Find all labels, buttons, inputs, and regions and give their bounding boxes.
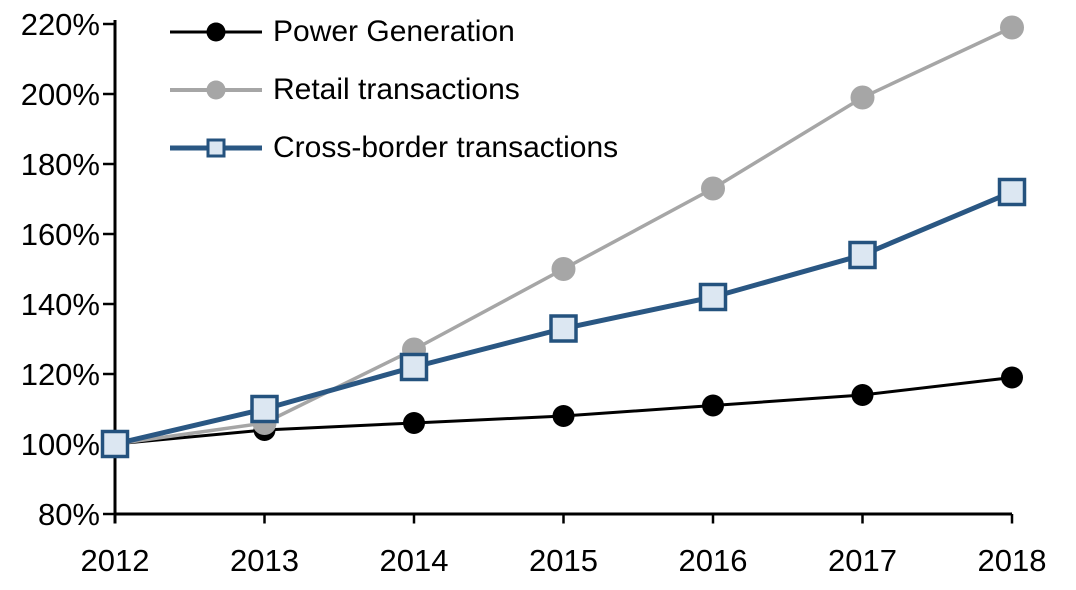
- data-point-cross-border-transactions: [100, 429, 130, 459]
- legend-swatch-cross-border-transactions: [170, 133, 262, 163]
- legend-item-retail-transactions: Retail transactions: [170, 61, 618, 119]
- legend-circle-marker-icon: [206, 22, 226, 42]
- data-point-power-generation: [1001, 366, 1023, 389]
- legend-item-power-generation: Power Generation: [170, 3, 618, 61]
- y-tick-label: 180%: [21, 147, 100, 182]
- legend-square-marker-icon: [206, 138, 226, 158]
- x-tick-label: 2018: [978, 543, 1047, 578]
- x-tick-label: 2013: [230, 543, 299, 578]
- x-tick-label: 2016: [679, 543, 748, 578]
- y-tick-label: 100%: [21, 427, 100, 462]
- x-tick-label: 2014: [380, 543, 449, 578]
- data-point-retail-transactions: [1000, 15, 1024, 40]
- data-point-cross-border-transactions: [997, 177, 1027, 207]
- data-point-retail-transactions: [850, 85, 875, 110]
- legend-label-cross-border-transactions: Cross-border transactions: [273, 131, 619, 164]
- data-point-retail-transactions: [701, 176, 725, 201]
- data-point-cross-border-transactions: [848, 240, 877, 270]
- y-tick-label: 200%: [21, 77, 100, 112]
- y-tick-label: 220%: [21, 7, 100, 42]
- data-point-power-generation: [702, 394, 724, 417]
- legend-swatch-retail-transactions: [170, 75, 262, 105]
- legend-label-retail-transactions: Retail transactions: [273, 73, 520, 106]
- x-tick-label: 2012: [81, 543, 150, 578]
- x-tick-label: 2017: [828, 543, 897, 578]
- y-tick-label: 140%: [21, 287, 100, 322]
- data-point-power-generation: [552, 405, 575, 427]
- data-point-power-generation: [851, 384, 874, 406]
- x-tick-label: 2015: [529, 543, 598, 578]
- data-point-retail-transactions: [551, 257, 576, 281]
- data-point-cross-border-transactions: [250, 394, 279, 424]
- y-tick-label: 120%: [21, 357, 100, 392]
- legend-item-cross-border-transactions: Cross-border transactions: [170, 119, 618, 177]
- data-point-cross-border-transactions: [698, 282, 728, 312]
- legend: Power Generation Retail transactions Cro…: [170, 3, 618, 177]
- legend-label-power-generation: Power Generation: [273, 15, 515, 48]
- legend-circle-marker-icon: [206, 80, 226, 100]
- data-point-power-generation: [403, 412, 425, 434]
- legend-swatch-power-generation: [170, 17, 262, 47]
- data-point-cross-border-transactions: [399, 352, 429, 382]
- data-point-cross-border-transactions: [549, 314, 578, 343]
- y-tick-label: 160%: [21, 217, 100, 252]
- y-tick-label: 80%: [38, 497, 100, 532]
